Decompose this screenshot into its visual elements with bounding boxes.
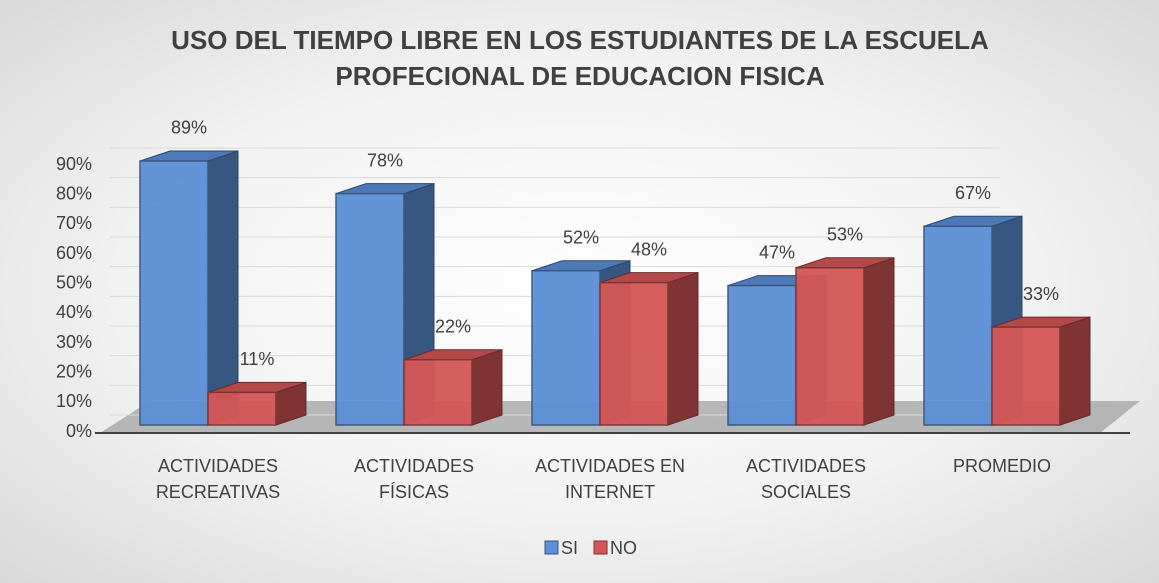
value-label: 67% (955, 183, 991, 203)
y-tick-label: 70% (56, 213, 92, 233)
legend-swatch (593, 540, 608, 555)
value-label: 48% (631, 239, 667, 259)
bar (335, 192, 405, 426)
value-label: 53% (827, 225, 863, 245)
value-label: 22% (435, 316, 471, 336)
value-label: 33% (1023, 284, 1059, 304)
y-tick-label: 0% (66, 421, 92, 441)
bar (795, 267, 865, 426)
x-tick-label: ACTIVIDADES EN INTERNET (534, 456, 686, 502)
value-label: 78% (367, 150, 403, 170)
bar (531, 269, 601, 426)
bar (403, 358, 473, 426)
value-label: 89% (171, 118, 207, 138)
bar-side (471, 349, 503, 426)
bar-side (1059, 316, 1091, 426)
value-label: 11% (240, 349, 275, 369)
bar (599, 281, 669, 426)
bar-side (863, 257, 895, 426)
y-tick-label: 10% (56, 391, 92, 411)
value-label: 47% (759, 242, 795, 262)
bar-side (667, 271, 699, 426)
y-tick-label: 60% (56, 243, 92, 263)
bar (923, 225, 993, 426)
legend-swatch (544, 540, 559, 555)
x-tick-label: ACTIVIDADES FÍSICAS (353, 456, 475, 502)
y-tick-label: 20% (56, 361, 92, 381)
legend-label: NO (610, 538, 637, 558)
y-tick-label: 50% (56, 272, 92, 292)
bar (207, 391, 277, 426)
chart-title: USO DEL TIEMPO LIBRE EN LOS ESTUDIANTES … (171, 25, 989, 91)
y-tick-label: 40% (56, 302, 92, 322)
value-label: 52% (563, 227, 599, 247)
y-tick-label: 30% (56, 332, 92, 352)
x-tick-label: ACTIVIDADES RECREATIVAS (155, 456, 281, 502)
bar (727, 284, 797, 426)
y-tick-label: 80% (56, 183, 92, 203)
y-tick-label: 90% (56, 154, 92, 174)
legend-label: SI (561, 538, 578, 558)
bar (991, 326, 1061, 426)
x-tick-label: PROMEDIO (952, 456, 1051, 476)
bar (139, 160, 209, 426)
x-tick-label: ACTIVIDADES SOCIALES (745, 456, 867, 502)
